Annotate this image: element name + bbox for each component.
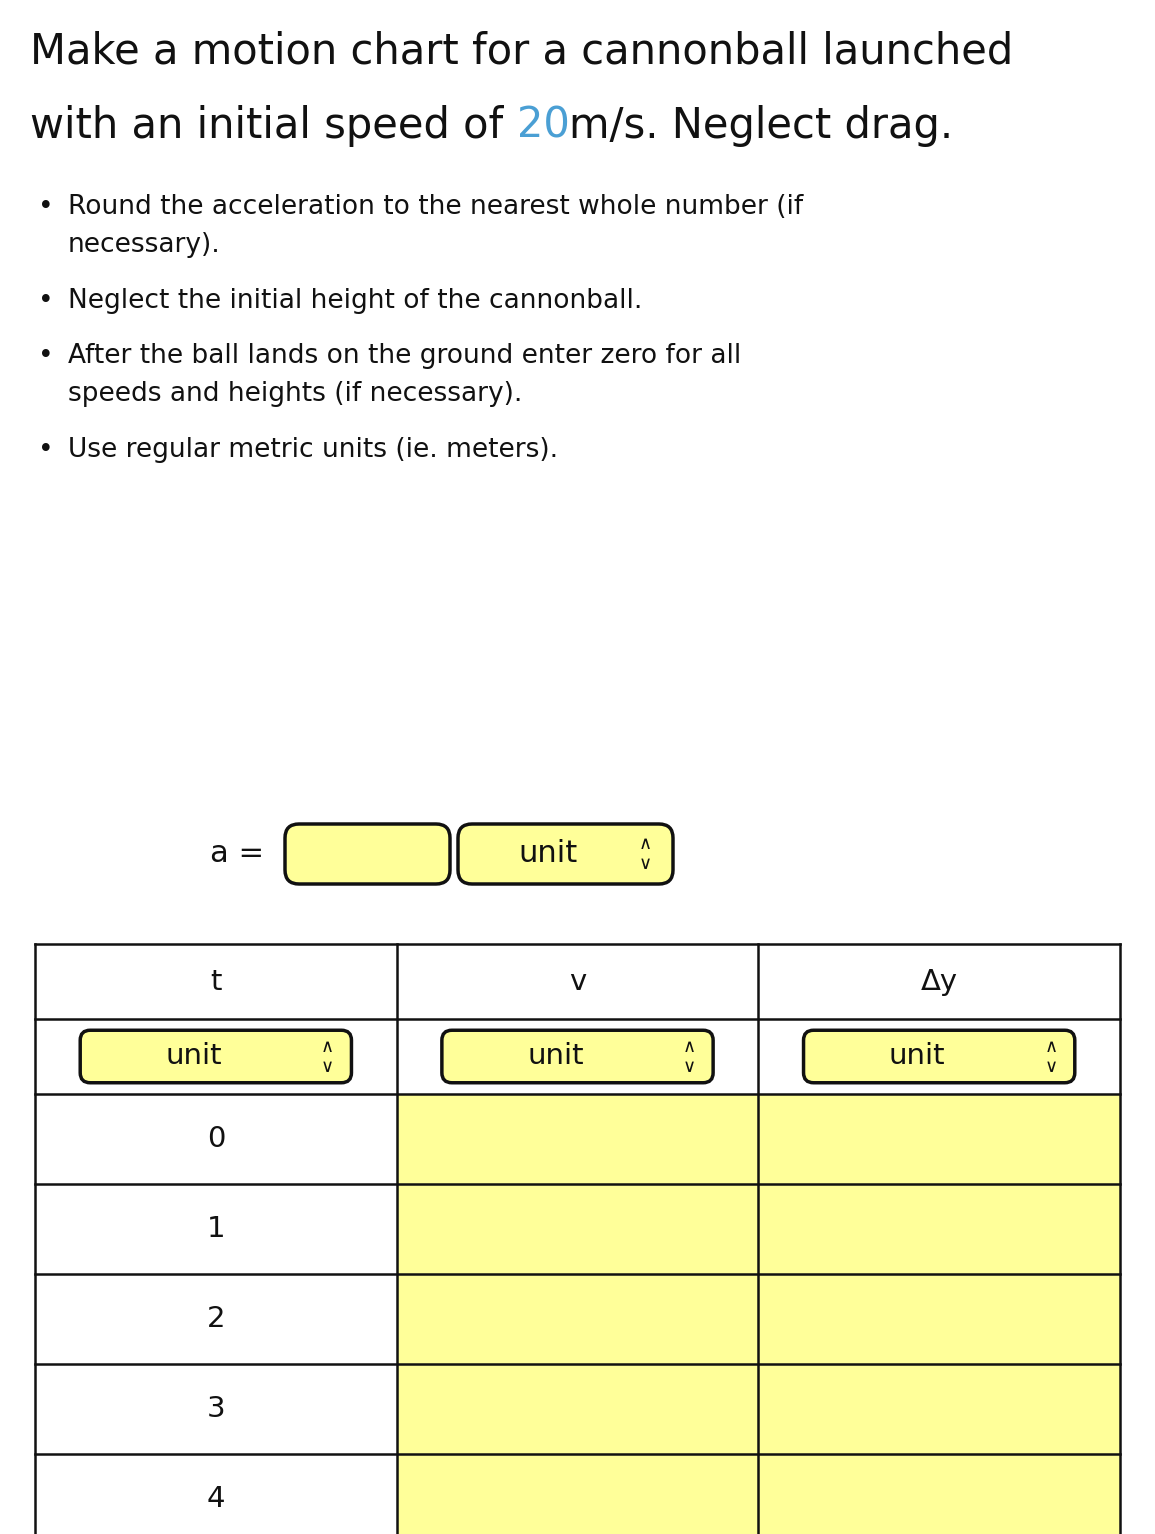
Bar <box>759 1094 1120 1184</box>
Bar <box>35 1364 396 1454</box>
Bar <box>759 943 1120 1019</box>
Text: ∧: ∧ <box>683 1037 695 1055</box>
Bar <box>396 1275 759 1364</box>
Bar <box>35 1184 396 1275</box>
Bar <box>759 1364 1120 1454</box>
Text: unit: unit <box>165 1043 222 1071</box>
FancyBboxPatch shape <box>459 824 673 884</box>
Text: ∨: ∨ <box>639 854 651 873</box>
Bar <box>396 1019 759 1094</box>
Text: Round the acceleration to the nearest whole number (if: Round the acceleration to the nearest wh… <box>68 193 803 219</box>
Text: After the ball lands on the ground enter zero for all: After the ball lands on the ground enter… <box>68 344 742 370</box>
Text: 0: 0 <box>207 1124 225 1154</box>
Bar <box>35 1454 396 1534</box>
Text: ∧: ∧ <box>321 1037 334 1055</box>
Text: unit: unit <box>517 839 578 868</box>
Bar <box>759 1275 1120 1364</box>
Text: •: • <box>38 437 53 463</box>
Text: speeds and heights (if necessary).: speeds and heights (if necessary). <box>68 382 522 407</box>
FancyBboxPatch shape <box>285 824 450 884</box>
Text: with an initial speed of: with an initial speed of <box>30 104 516 147</box>
Text: a =: a = <box>210 839 264 868</box>
Text: t: t <box>210 968 222 996</box>
Text: unit: unit <box>889 1043 946 1071</box>
Bar <box>759 1019 1120 1094</box>
FancyBboxPatch shape <box>80 1031 351 1083</box>
Bar <box>35 1094 396 1184</box>
Text: unit: unit <box>527 1043 583 1071</box>
Text: v: v <box>569 968 586 996</box>
Bar <box>35 943 396 1019</box>
Text: 3: 3 <box>207 1394 225 1424</box>
Text: •: • <box>38 193 53 219</box>
Bar <box>759 1454 1120 1534</box>
Bar <box>396 1364 759 1454</box>
Text: 4: 4 <box>207 1485 225 1513</box>
Bar <box>396 1454 759 1534</box>
Text: 20: 20 <box>516 104 569 147</box>
Bar <box>35 1275 396 1364</box>
FancyBboxPatch shape <box>442 1031 713 1083</box>
Text: ∨: ∨ <box>1044 1057 1057 1075</box>
Text: ∨: ∨ <box>321 1057 334 1075</box>
Bar <box>35 1019 396 1094</box>
Text: 2: 2 <box>207 1305 225 1333</box>
Text: •: • <box>38 344 53 370</box>
Text: •: • <box>38 287 53 313</box>
Text: m/s. Neglect drag.: m/s. Neglect drag. <box>569 104 954 147</box>
Bar <box>759 1184 1120 1275</box>
Text: ∧: ∧ <box>1044 1037 1057 1055</box>
Bar <box>396 1184 759 1275</box>
Text: Make a motion chart for a cannonball launched: Make a motion chart for a cannonball lau… <box>30 31 1013 72</box>
FancyBboxPatch shape <box>804 1031 1075 1083</box>
Text: 1: 1 <box>207 1215 225 1243</box>
Bar <box>396 1094 759 1184</box>
Text: necessary).: necessary). <box>68 232 221 258</box>
Text: Neglect the initial height of the cannonball.: Neglect the initial height of the cannon… <box>68 287 642 313</box>
Text: ∧: ∧ <box>639 834 651 853</box>
Bar <box>396 943 759 1019</box>
Text: Δy: Δy <box>921 968 957 996</box>
Text: Use regular metric units (ie. meters).: Use regular metric units (ie. meters). <box>68 437 558 463</box>
Text: ∨: ∨ <box>683 1057 695 1075</box>
